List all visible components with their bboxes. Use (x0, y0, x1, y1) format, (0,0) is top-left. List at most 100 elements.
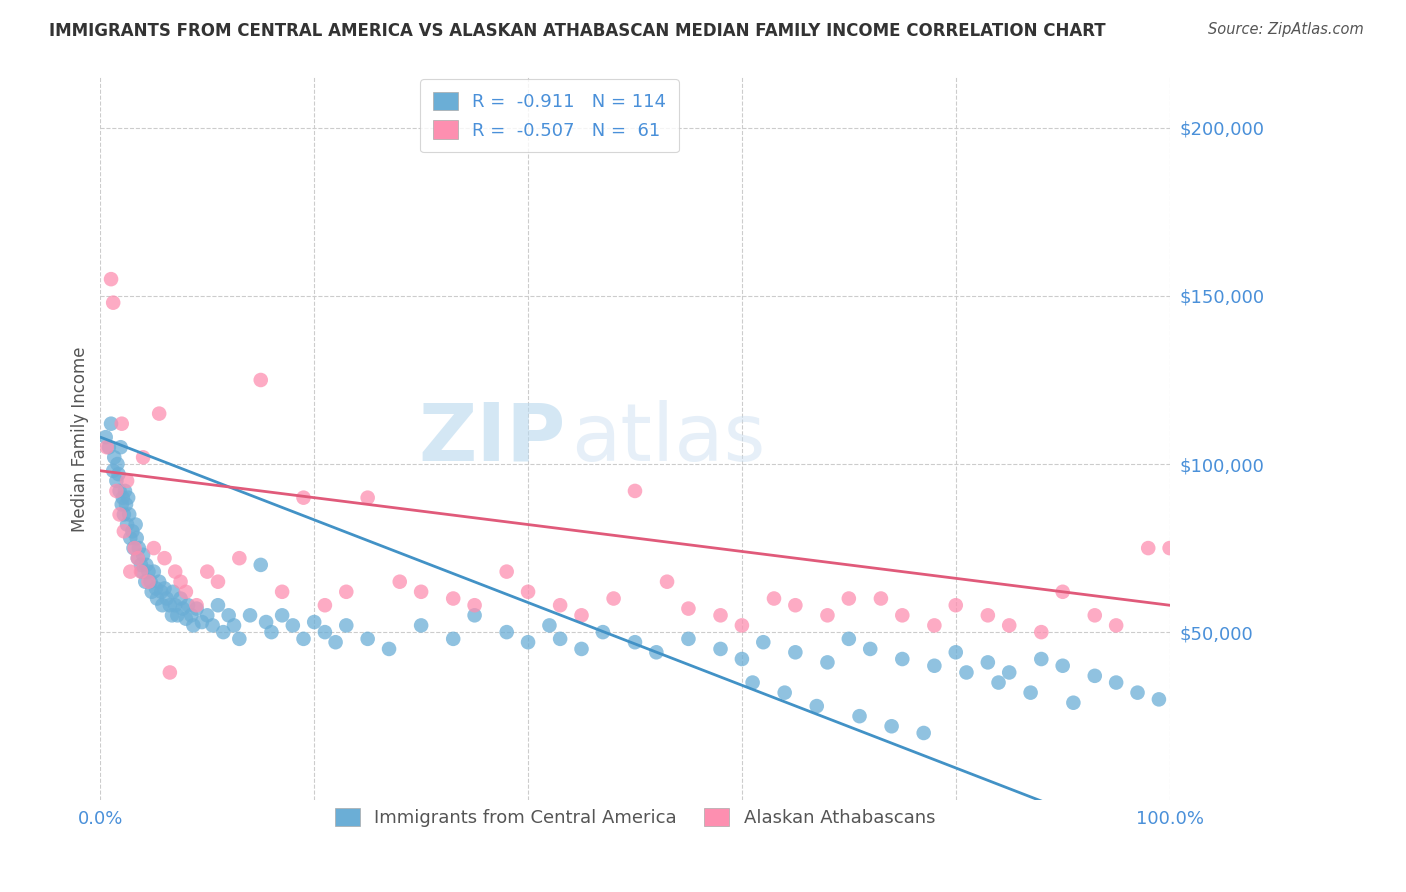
Point (955, 665, 977, 680)
Text: Source: ZipAtlas.com: Source: ZipAtlas.com (1208, 22, 1364, 37)
Point (120, 531, 142, 545)
Point (571, 608, 593, 623)
Point (174, 612, 197, 626)
Point (249, 558, 271, 572)
Point (94, 430, 117, 444)
Point (177, 599, 200, 613)
Point (998, 618, 1021, 632)
Point (180, 608, 202, 623)
Point (977, 608, 1000, 623)
Point (138, 574, 160, 589)
Point (731, 618, 754, 632)
Point (122, 541, 145, 555)
Point (150, 584, 173, 599)
Point (195, 565, 218, 579)
Point (148, 407, 170, 421)
Point (1084, 608, 1107, 623)
Point (945, 645, 967, 659)
Point (945, 599, 967, 613)
Point (1052, 584, 1074, 599)
Point (495, 565, 517, 579)
Point (924, 658, 946, 673)
Point (817, 608, 839, 623)
Point (292, 491, 315, 505)
Point (880, 719, 903, 733)
Point (709, 642, 731, 657)
Point (115, 497, 138, 511)
Point (100, 272, 122, 286)
Point (411, 618, 433, 632)
Point (124, 517, 146, 532)
Point (165, 599, 187, 613)
Point (912, 726, 935, 740)
Point (731, 652, 754, 666)
Point (169, 591, 191, 606)
Point (464, 599, 486, 613)
Point (100, 417, 122, 431)
Point (111, 497, 134, 511)
Point (281, 618, 304, 632)
Point (806, 699, 828, 714)
Point (201, 618, 224, 632)
Point (1052, 658, 1074, 673)
Point (153, 582, 176, 596)
Point (127, 551, 149, 566)
Point (121, 524, 143, 539)
Point (139, 574, 162, 589)
Point (105, 474, 128, 488)
Point (891, 608, 914, 623)
Point (1019, 686, 1042, 700)
Point (105, 483, 128, 498)
Point (110, 440, 132, 454)
Point (838, 632, 860, 646)
Point (1126, 686, 1149, 700)
Point (159, 599, 181, 613)
Point (678, 601, 700, 615)
Point (96, 440, 118, 454)
Point (678, 632, 700, 646)
Point (785, 645, 807, 659)
Point (145, 582, 167, 596)
Point (115, 517, 138, 532)
Point (517, 635, 540, 649)
Point (125, 531, 148, 545)
Point (131, 565, 153, 579)
Point (441, 632, 464, 646)
Point (228, 632, 250, 646)
Y-axis label: Median Family Income: Median Family Income (72, 346, 89, 532)
Point (1105, 675, 1128, 690)
Point (998, 665, 1021, 680)
Point (159, 665, 181, 680)
Point (356, 491, 378, 505)
Point (156, 591, 179, 606)
Point (108, 508, 131, 522)
Point (114, 483, 136, 498)
Point (602, 591, 624, 606)
Point (132, 548, 155, 562)
Point (107, 457, 129, 471)
Point (356, 632, 378, 646)
Point (292, 632, 315, 646)
Point (138, 565, 160, 579)
Point (172, 601, 194, 615)
Point (548, 632, 571, 646)
Point (859, 642, 882, 657)
Point (254, 615, 277, 629)
Point (752, 635, 775, 649)
Point (101, 295, 124, 310)
Point (150, 599, 173, 613)
Point (166, 608, 188, 623)
Point (112, 508, 135, 522)
Point (207, 574, 229, 589)
Point (101, 464, 124, 478)
Point (165, 565, 187, 579)
Point (111, 417, 134, 431)
Point (228, 551, 250, 566)
Point (838, 591, 860, 606)
Point (388, 574, 411, 589)
Point (186, 599, 208, 613)
Point (271, 584, 294, 599)
Point (987, 675, 1010, 690)
Point (191, 615, 214, 629)
Point (785, 599, 807, 613)
